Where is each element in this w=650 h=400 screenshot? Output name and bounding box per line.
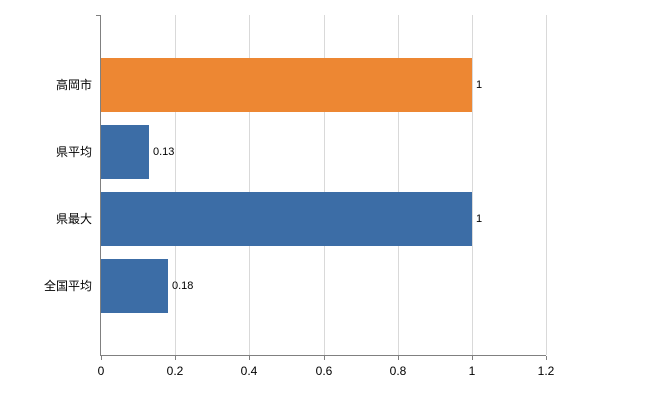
x-axis-tick	[546, 356, 547, 360]
x-axis-tick-label: 1	[468, 364, 476, 378]
bar-value-label: 0.13	[153, 145, 175, 158]
x-axis-tick	[398, 356, 399, 360]
x-axis-tick	[175, 356, 176, 360]
gridline	[324, 15, 325, 355]
x-axis-tick-label: 0.8	[389, 364, 407, 378]
x-axis-tick-label: 0.6	[315, 364, 333, 378]
y-axis-category-label: 県最大	[55, 211, 92, 226]
x-axis-tick-label: 0.2	[166, 364, 184, 378]
x-axis-tick-label: 0.4	[240, 364, 258, 378]
y-axis-category-label: 全国平均	[43, 278, 92, 293]
x-axis-tick-label: 0	[97, 364, 105, 378]
gridline	[398, 15, 399, 355]
bar-3	[101, 258, 168, 313]
y-axis-top-tick	[96, 15, 100, 16]
bar-value-label: 0.18	[172, 279, 194, 292]
gridline	[472, 15, 473, 355]
bar-value-label: 1	[476, 212, 483, 225]
bar-value-label: 1	[476, 78, 483, 91]
x-axis-tick-label: 1.2	[537, 364, 555, 378]
gridline	[175, 15, 176, 355]
x-axis-tick	[249, 356, 250, 360]
bar-0	[101, 57, 472, 112]
bar-2	[101, 191, 472, 246]
bar-1	[101, 124, 149, 179]
gridline	[546, 15, 547, 355]
plot-area: 0 0.2 0.4 0.6 0.8 1 1.2 1 0.13 1 0.18	[98, 15, 554, 378]
x-axis-tick	[101, 356, 102, 360]
x-axis-tick	[324, 356, 325, 360]
y-axis-category-label: 県平均	[55, 144, 92, 159]
gridline	[249, 15, 250, 355]
x-axis-tick	[472, 356, 473, 360]
y-axis-category-label: 高岡市	[55, 77, 92, 92]
